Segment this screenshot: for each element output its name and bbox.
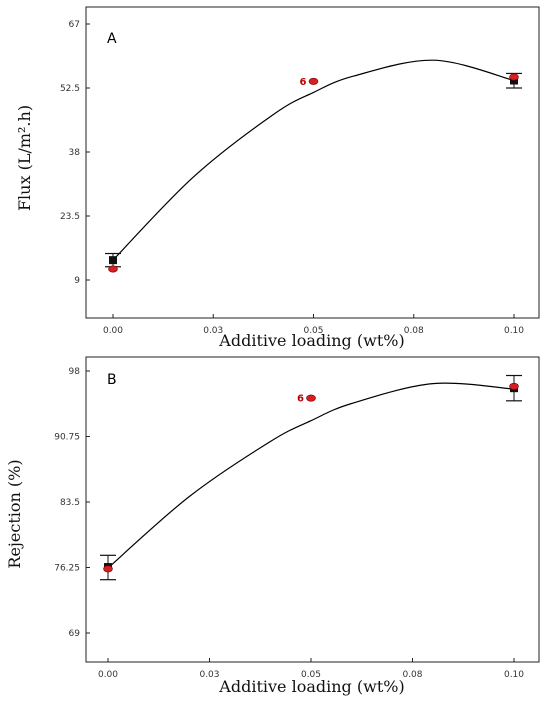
plot-frame — [85, 6, 540, 319]
panel-letter: A — [107, 31, 117, 47]
fit-curve — [112, 59, 515, 261]
plot-marks: 0.00 0.03 0.05 0.08 0.10 9 23.5 38 52.5 67 6 — [60, 20, 524, 336]
mean-point — [510, 76, 518, 85]
y-tick-label: 83.5 — [60, 498, 80, 508]
y-tick-label: 67 — [69, 20, 80, 30]
y-axis-label: Rejection (%) — [5, 459, 24, 568]
panel-b: B Additive loading (wt%) Rejection (%) 0… — [5, 356, 540, 696]
x-tick-label: 0.10 — [504, 326, 524, 336]
x-tick-label: 0.00 — [103, 326, 123, 336]
plot-marks: 0.00 0.03 0.05 0.08 0.10 69 76.25 83.5 90.75 98 6 — [54, 367, 524, 680]
y-tick-label: 23.5 — [60, 212, 80, 222]
y-tick-label: 98 — [69, 367, 81, 377]
observed-point — [306, 394, 316, 402]
x-tick-label: 0.03 — [199, 670, 219, 680]
y-axis-label: Flux (L/m².h) — [15, 105, 34, 211]
replicate-count-label: 6 — [297, 394, 304, 405]
replicate-count-label: 6 — [300, 77, 307, 88]
y-tick-label: 69 — [69, 629, 81, 639]
panel-a: A Additive loading (wt%) Flux (L/m².h) 0… — [15, 6, 540, 350]
x-tick-label: 0.08 — [404, 326, 424, 336]
plot-frame — [85, 356, 540, 663]
y-tick-label: 76.25 — [54, 564, 80, 574]
observed-point — [509, 382, 519, 390]
y-tick-label: 90.75 — [54, 433, 80, 443]
observed-point — [308, 77, 319, 85]
x-tick-label: 0.05 — [303, 326, 323, 336]
y-tick-label: 52.5 — [60, 84, 80, 94]
observed-point — [103, 565, 113, 573]
panel-letter: B — [107, 372, 117, 388]
x-axis-label: Additive loading (wt%) — [218, 331, 404, 350]
x-axis-label: Additive loading (wt%) — [218, 677, 404, 696]
observed-point — [509, 73, 519, 81]
x-tick-label: 0.10 — [504, 670, 524, 680]
fit-curve — [107, 382, 515, 569]
y-tick-label: 38 — [69, 148, 81, 158]
x-tick-label: 0.05 — [301, 670, 321, 680]
x-tick-label: 0.03 — [203, 326, 223, 336]
observed-point — [108, 265, 118, 273]
x-tick-label: 0.08 — [402, 670, 422, 680]
x-tick-label: 0.00 — [98, 670, 118, 680]
mean-point — [109, 256, 117, 265]
y-tick-label: 9 — [74, 276, 80, 286]
